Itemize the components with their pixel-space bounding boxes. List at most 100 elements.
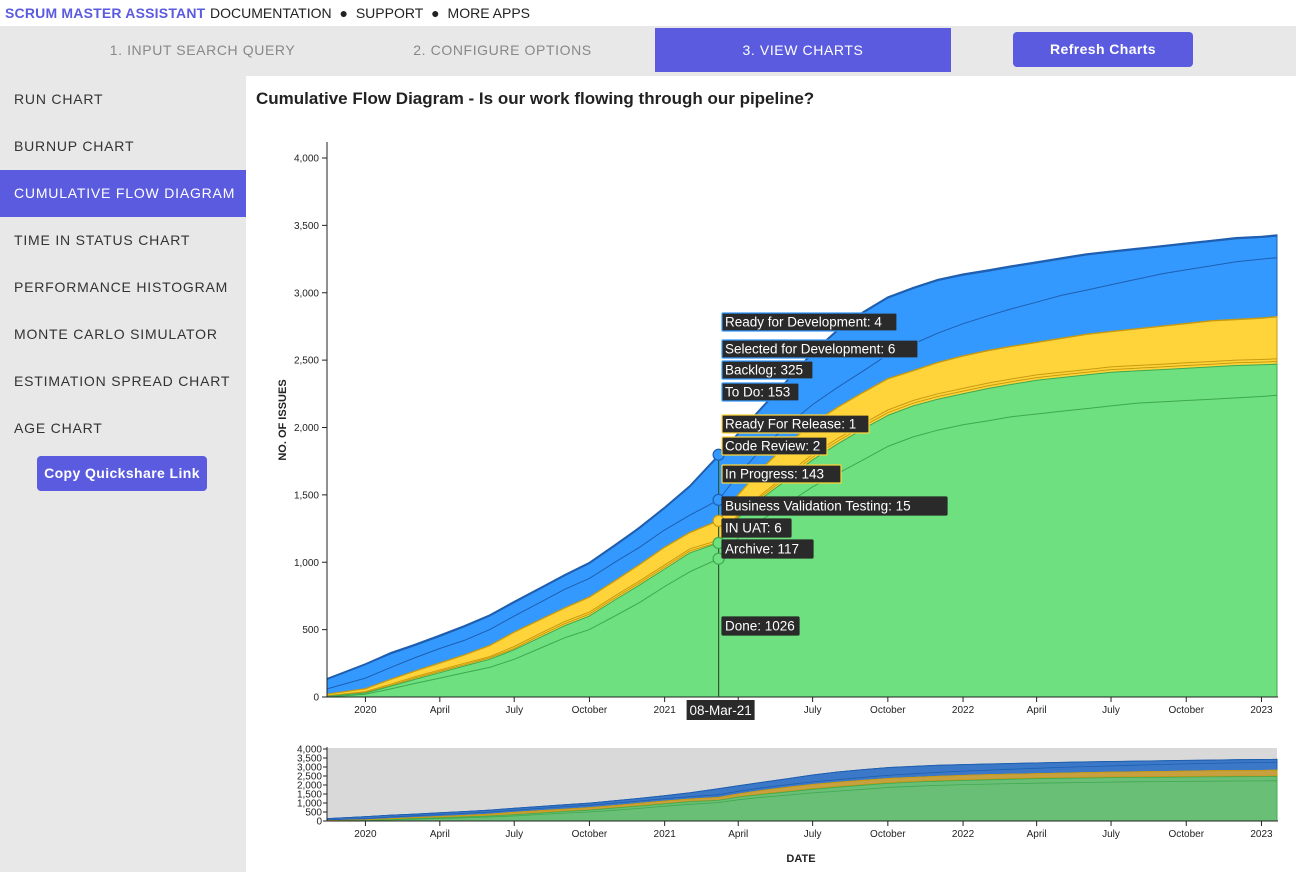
y-tick-label: 3,500	[294, 221, 319, 232]
brush-x-tick: 2020	[354, 821, 377, 840]
hover-tooltip: In Progress: 143	[721, 464, 842, 484]
x-tick-label: 2023	[1250, 705, 1273, 716]
brush-y-tick: 4,000	[297, 745, 327, 756]
brush-x-tick: July	[804, 821, 822, 840]
y-tick-label: 1,500	[294, 490, 319, 501]
y-tick: 0	[313, 693, 327, 704]
x-tick-label: 2022	[952, 705, 975, 716]
brush-y-tick: 0	[316, 817, 327, 828]
sidebar-item-performance-histogram[interactable]: PERFORMANCE HISTOGRAM	[14, 279, 229, 295]
hover-tooltip-text: IN UAT: 6	[725, 521, 782, 536]
area-done	[326, 780, 1278, 822]
y-tick: 1,000	[294, 558, 327, 569]
hover-tooltip-text: Ready for Development: 4	[725, 315, 882, 330]
brush-y-tick: 2,500	[297, 772, 327, 783]
support-link[interactable]: SUPPORT	[355, 5, 424, 21]
y-tick: 2,500	[294, 356, 327, 367]
brush-y-tick-label: 4,000	[297, 745, 322, 756]
hover-date-text: 08-Mar-21	[689, 703, 751, 718]
x-tick: 2020	[354, 697, 377, 716]
brush-y-tick-label: 1,000	[297, 799, 322, 810]
y-tick-label: 1,000	[294, 558, 319, 569]
brush-y-tick-label: 1,500	[297, 790, 322, 801]
brush-y-tick: 1,500	[297, 790, 327, 801]
y-axis-label: NO. OF ISSUES	[277, 379, 289, 460]
steps-bar: 1. INPUT SEARCH QUERY 2. CONFIGURE OPTIO…	[0, 26, 1296, 76]
step-configure-options[interactable]: 2. CONFIGURE OPTIONS	[413, 42, 592, 58]
brush-x-tick-label: April	[1027, 829, 1047, 840]
brush-y-tick: 2,000	[297, 781, 327, 792]
brush-y-tick-label: 3,000	[297, 763, 322, 774]
hover-tooltip-text: Selected for Development: 6	[725, 342, 895, 357]
sidebar-item-run-chart[interactable]: RUN CHART	[14, 91, 104, 107]
sidebar-item-burnup-chart[interactable]: BURNUP CHART	[14, 138, 135, 154]
copy-quickshare-link-button[interactable]: Copy Quickshare Link	[37, 456, 207, 491]
brush-x-tick-label: 2023	[1250, 829, 1273, 840]
brush-x-tick: 2022	[952, 821, 975, 840]
x-tick-label: October	[870, 705, 906, 716]
brush-x-tick: April	[1027, 821, 1047, 840]
y-tick: 3,500	[294, 221, 327, 232]
brush-y-tick: 500	[305, 808, 327, 819]
x-tick: April	[1027, 697, 1047, 716]
step-input-search-query[interactable]: 1. INPUT SEARCH QUERY	[109, 42, 296, 58]
documentation-link[interactable]: DOCUMENTATION	[210, 5, 332, 21]
top-bar: SCRUM MASTER ASSISTANT DOCUMENTATION ● S…	[0, 0, 1296, 26]
step-view-charts[interactable]: 3. VIEW CHARTS	[655, 28, 951, 72]
brush-x-tick: 2023	[1250, 821, 1273, 840]
hover-tooltip: Ready For Release: 1	[721, 414, 870, 434]
brush-x-tick: April	[430, 821, 450, 840]
brush-y-tick: 1,000	[297, 799, 327, 810]
brush-x-tick-label: April	[430, 829, 450, 840]
x-tick-label: October	[1168, 705, 1204, 716]
x-tick: October	[870, 697, 906, 716]
brush-x-tick: October	[572, 821, 608, 840]
y-tick: 4,000	[294, 154, 327, 165]
x-tick: July	[1102, 697, 1120, 716]
x-tick-label: July	[1102, 705, 1120, 716]
y-tick: 500	[302, 625, 327, 636]
hover-date-badge: 08-Mar-21	[686, 700, 755, 720]
brush-x-tick-label: July	[1102, 829, 1120, 840]
sidebar-item-age-chart[interactable]: AGE CHART	[14, 420, 103, 436]
brush-y-tick-label: 2,500	[297, 772, 322, 783]
x-tick: 2021	[654, 697, 676, 716]
y-tick: 1,500	[294, 490, 327, 501]
brush-x-tick: April	[728, 821, 748, 840]
more-apps-link[interactable]: MORE APPS	[447, 5, 530, 21]
x-tick: 2023	[1250, 697, 1273, 716]
x-axis-label: DATE	[786, 853, 815, 865]
sidebar-item-monte-carlo-simulator[interactable]: MONTE CARLO SIMULATOR	[14, 326, 218, 342]
hover-tooltip: To Do: 153	[721, 382, 800, 402]
brush-x-tick: July	[505, 821, 523, 840]
brush-y-tick: 3,000	[297, 763, 327, 774]
hover-tooltip-text: Business Validation Testing: 15	[725, 499, 911, 514]
y-tick-label: 0	[313, 693, 319, 704]
brand-logo[interactable]: SCRUM MASTER ASSISTANT	[5, 5, 206, 21]
brush-x-tick-label: 2021	[654, 829, 677, 840]
top-links: DOCUMENTATION ● SUPPORT ● MORE APPS	[210, 5, 534, 21]
brush-x-tick: October	[1168, 821, 1205, 840]
sidebar-item-estimation-spread-chart[interactable]: ESTIMATION SPREAD CHART	[14, 373, 231, 389]
hover-tooltip-text: To Do: 153	[725, 385, 790, 400]
hover-tooltip: Selected for Development: 6	[721, 339, 919, 359]
hover-tooltip: Backlog: 325	[721, 360, 814, 380]
hover-tooltip-text: Code Review: 2	[725, 439, 820, 454]
brush-y-tick: 3,500	[297, 754, 327, 765]
brush-x-tick-label: October	[1168, 829, 1204, 840]
x-tick-label: July	[505, 705, 523, 716]
brush-y-tick-label: 500	[305, 808, 322, 819]
refresh-charts-button[interactable]: Refresh Charts	[1013, 32, 1193, 67]
brush-x-tick-label: 2022	[952, 829, 975, 840]
sidebar-item-time-in-status-chart[interactable]: TIME IN STATUS CHART	[14, 232, 191, 248]
sidebar-item-cumulative-flow-diagram[interactable]: CUMULATIVE FLOW DIAGRAM	[0, 170, 246, 217]
hover-tooltip-text: Backlog: 325	[725, 363, 803, 378]
hover-dot	[712, 552, 725, 565]
brush-x-tick: October	[870, 821, 906, 840]
separator-dot: ●	[339, 5, 348, 21]
x-tick-label: July	[804, 705, 822, 716]
x-tick-label: April	[430, 705, 450, 716]
brush-y-tick-label: 3,500	[297, 754, 322, 765]
